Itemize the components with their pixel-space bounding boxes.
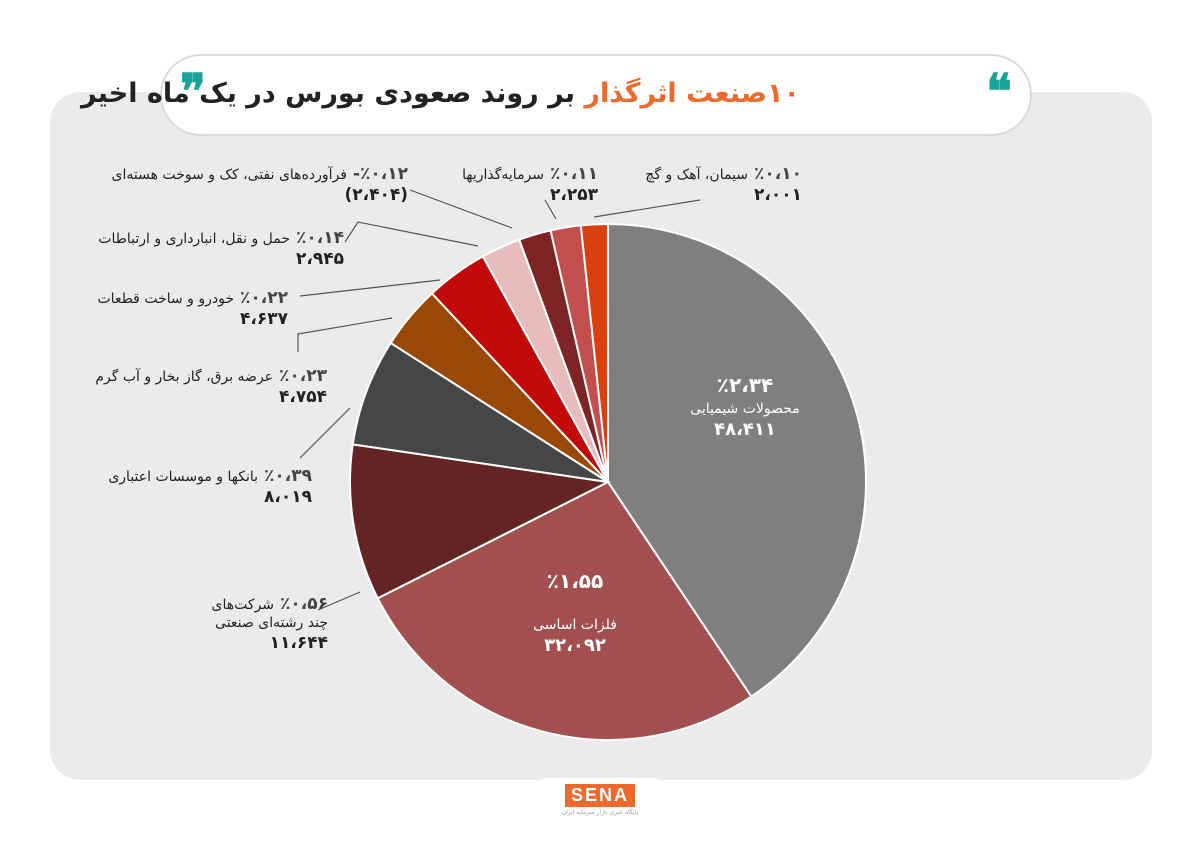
pct-label: ٪۰،۲۲ — [240, 288, 288, 308]
label-automotive: ٪۰،۲۲ خودرو و ساخت قطعات ۴،۶۳۷ — [98, 288, 289, 331]
pct-label: ٪۱،۵۵ — [546, 569, 604, 593]
pct-label: ٪۲،۳۴ — [716, 373, 774, 397]
slice-name: فرآورده‌های نفتی، کک و سوخت هسته‌ای — [111, 167, 347, 183]
title-rest: بر روند صعودی بورس در یک ماه اخیر — [80, 78, 585, 109]
leader-line-3 — [299, 407, 351, 459]
pie-slice-1 — [376, 480, 753, 741]
slice-name-line2: چند رشته‌ای صنعتی — [215, 615, 328, 632]
label-petroleum: ٪۰،۱۲- فرآورده‌های نفتی، کک و سوخت هسته‌ا… — [112, 164, 408, 207]
leader-line-8 — [544, 199, 557, 220]
label-conglomerates: ٪۰،۵۶ شرکت‌های چند رشته‌ای صنعتی ۱۱،۶۴۴ — [212, 594, 328, 654]
chart-title: ۱۰صنعت اثرگذار بر روند صعودی بورس در یک … — [81, 78, 800, 109]
slice-name: شرکت‌های — [211, 597, 275, 613]
pie-slice-9 — [579, 222, 609, 483]
logo-text: SENA — [564, 784, 635, 807]
leader-line-7 — [409, 189, 513, 229]
slice-name: حمل و نقل، انبارداری و ارتباطات — [98, 231, 291, 247]
quote-open-icon: ❞ — [180, 64, 206, 120]
pct-label: ٪۰،۵۶ — [280, 594, 328, 614]
value-label: ۴،۷۵۴ — [279, 387, 327, 408]
value-label: ۲،۰۰۱ — [754, 185, 802, 206]
quote-close-icon: ❝ — [986, 64, 1012, 120]
pie-slice-3 — [351, 341, 609, 483]
pct-label: ٪۰،۱۴ — [296, 228, 344, 248]
value-label: ۴۸،۴۱۱ — [714, 419, 776, 441]
label-transport: ٪۰،۱۴ حمل و نقل، انبارداری و ارتباطات ۲،۹… — [98, 228, 344, 271]
leader-line-9 — [593, 199, 701, 218]
leader-line-6 — [344, 221, 479, 247]
leader-line-5 — [299, 279, 441, 297]
title-pill: ❞ ۱۰صنعت اثرگذار بر روند صعودی بورس در ی… — [81, 54, 1032, 136]
pct-label: ٪۰،۱۰ — [754, 164, 802, 184]
pie-slice-2 — [349, 443, 612, 600]
label-utilities: ٪۰،۲۳ عرضه برق، گاز بخار و آب گرم ۴،۷۵۴ — [95, 366, 327, 409]
slice-name: بانکها و موسسات اعتباری — [108, 469, 259, 485]
leader-line-2 — [317, 591, 361, 611]
label-chemicals: ٪۲،۳۴ محصولات شیمیایی ۴۸،۴۱۱ — [670, 372, 820, 442]
pct-label: ٪۰،۱۲- — [352, 164, 408, 184]
slice-name: سرمایه‌گذاریها — [462, 167, 545, 183]
value-label: ۱۱،۶۴۴ — [269, 632, 328, 653]
slice-name: عرضه برق، گاز بخار و آب گرم — [95, 369, 274, 385]
label-cement: ٪۰،۱۰ سیمان، آهک و گچ ۲،۰۰۱ — [645, 164, 802, 207]
leader-line-4 — [297, 317, 393, 352]
label-metals: ٪۱،۵۵ فلزات اساسی ۳۲،۰۹۲ — [500, 568, 650, 658]
value-label: ۲،۲۵۳ — [550, 185, 598, 206]
label-banks: ٪۰،۳۹ بانکها و موسسات اعتباری ۸،۰۱۹ — [108, 466, 312, 509]
logo-subtitle: پایگاه خبری بازار سرمایه ایران — [561, 809, 639, 816]
title-accent: ۱۰صنعت اثرگذار — [584, 78, 800, 109]
pct-label: ٪۰،۳۹ — [264, 466, 312, 486]
value-label: ۴،۶۳۷ — [240, 309, 288, 330]
value-label: (۲،۴۰۴) — [344, 185, 408, 206]
pct-label: ٪۰،۲۳ — [279, 366, 327, 386]
slice-name: خودرو و ساخت قطعات — [97, 291, 235, 307]
value-label: ۸،۰۱۹ — [264, 487, 312, 508]
slice-name: سیمان، آهک و گچ — [645, 167, 749, 183]
slice-name: فلزات اساسی — [533, 617, 617, 633]
value-label: ۲،۹۴۵ — [296, 249, 344, 270]
label-investments: ٪۰،۱۱ سرمایه‌گذاریها ۲،۲۵۳ — [462, 164, 598, 207]
value-label: ۳۲،۰۹۲ — [544, 635, 606, 657]
sena-logo: SENA پایگاه خبری بازار سرمایه ایران — [540, 778, 660, 822]
pct-label: ٪۰،۱۱ — [550, 164, 598, 184]
slice-name: محصولات شیمیایی — [690, 401, 800, 417]
